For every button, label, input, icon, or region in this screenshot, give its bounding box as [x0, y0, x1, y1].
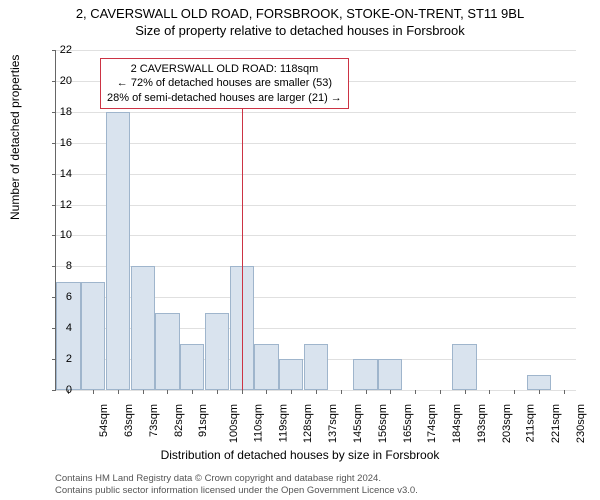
chart-title-sub: Size of property relative to detached ho…	[0, 21, 600, 38]
annotation-line-text: 28% of semi-detached houses are larger (…	[107, 91, 342, 105]
y-tick-label: 2	[52, 353, 72, 365]
y-tick-label: 14	[52, 168, 72, 180]
x-tick-label: 165sqm	[402, 404, 414, 443]
histogram-bar	[205, 313, 229, 390]
gridline	[56, 205, 576, 206]
histogram-bar	[304, 344, 328, 390]
x-tick-label: 193sqm	[476, 404, 488, 443]
y-tick-label: 20	[52, 75, 72, 87]
y-tick-label: 10	[52, 229, 72, 241]
histogram-bar	[131, 266, 155, 390]
x-tick-label: 54sqm	[98, 404, 110, 437]
x-tick-mark	[415, 390, 416, 394]
x-tick-label: 145sqm	[352, 404, 364, 443]
x-tick-mark	[390, 390, 391, 394]
y-tick-label: 16	[52, 137, 72, 149]
x-tick-label: 137sqm	[327, 404, 339, 443]
y-tick-label: 22	[52, 44, 72, 56]
y-axis-label: Number of detached properties	[8, 55, 22, 220]
x-tick-label: 73sqm	[148, 404, 160, 437]
gridline	[56, 235, 576, 236]
x-tick-label: 211sqm	[525, 404, 537, 442]
x-tick-mark	[143, 390, 144, 394]
histogram-bar	[155, 313, 179, 390]
annotation-callout: 2 CAVERSWALL OLD ROAD: 118sqm← 72% of de…	[100, 58, 349, 109]
x-tick-label: 174sqm	[426, 404, 438, 443]
annotation-vertical-line	[242, 105, 243, 390]
y-tick-label: 18	[52, 106, 72, 118]
footer-line2: Contains public sector information licen…	[55, 485, 418, 496]
chart-container: 2, CAVERSWALL OLD ROAD, FORSBROOK, STOKE…	[0, 0, 600, 500]
x-tick-mark	[465, 390, 466, 394]
x-tick-label: 82sqm	[173, 404, 185, 437]
x-tick-label: 63sqm	[123, 404, 135, 437]
x-tick-mark	[118, 390, 119, 394]
x-tick-label: 156sqm	[377, 404, 389, 443]
x-tick-mark	[564, 390, 565, 394]
histogram-bar	[353, 359, 377, 390]
x-tick-label: 110sqm	[252, 404, 264, 442]
x-tick-label: 100sqm	[228, 404, 240, 443]
histogram-bar	[527, 375, 551, 390]
x-tick-label: 91sqm	[197, 404, 209, 437]
x-axis-label: Distribution of detached houses by size …	[0, 448, 600, 462]
histogram-bar	[279, 359, 303, 390]
x-tick-mark	[316, 390, 317, 394]
x-tick-mark	[242, 390, 243, 394]
histogram-bar	[254, 344, 278, 390]
gridline	[56, 174, 576, 175]
x-tick-label: 128sqm	[303, 404, 315, 443]
x-tick-label: 221sqm	[550, 404, 562, 443]
x-tick-label: 184sqm	[451, 404, 463, 443]
x-tick-label: 230sqm	[575, 404, 587, 443]
x-tick-mark	[489, 390, 490, 394]
gridline	[56, 112, 576, 113]
gridline	[56, 143, 576, 144]
x-tick-mark	[366, 390, 367, 394]
footer-line1: Contains HM Land Registry data © Crown c…	[55, 473, 418, 484]
x-tick-mark	[217, 390, 218, 394]
y-tick-label: 12	[52, 199, 72, 211]
histogram-bar	[81, 282, 105, 390]
x-tick-mark	[341, 390, 342, 394]
x-tick-mark	[192, 390, 193, 394]
x-tick-mark	[167, 390, 168, 394]
histogram-bar	[106, 112, 130, 390]
x-tick-mark	[93, 390, 94, 394]
histogram-bar	[378, 359, 402, 390]
y-tick-label: 6	[52, 291, 72, 303]
histogram-bar	[180, 344, 204, 390]
x-tick-mark	[291, 390, 292, 394]
gridline	[56, 50, 576, 51]
annotation-line-text: 2 CAVERSWALL OLD ROAD: 118sqm	[107, 62, 342, 76]
footer-credits: Contains HM Land Registry data © Crown c…	[55, 473, 418, 496]
x-tick-label: 119sqm	[277, 404, 289, 442]
annotation-line-text: ← 72% of detached houses are smaller (53…	[107, 76, 342, 90]
x-tick-mark	[440, 390, 441, 394]
x-tick-label: 203sqm	[501, 404, 513, 443]
x-tick-mark	[539, 390, 540, 394]
y-tick-label: 4	[52, 322, 72, 334]
histogram-bar	[452, 344, 476, 390]
x-tick-mark	[514, 390, 515, 394]
x-tick-mark	[266, 390, 267, 394]
chart-title-main: 2, CAVERSWALL OLD ROAD, FORSBROOK, STOKE…	[0, 0, 600, 21]
y-tick-label: 0	[52, 384, 72, 396]
y-tick-label: 8	[52, 260, 72, 272]
